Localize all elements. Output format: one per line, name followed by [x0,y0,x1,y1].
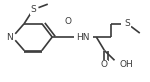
Text: N: N [6,33,12,42]
Text: O: O [101,60,108,69]
Text: S: S [124,19,130,28]
Text: HN: HN [76,33,90,42]
Text: O: O [65,17,72,26]
Text: OH: OH [119,60,133,69]
Text: S: S [30,5,36,14]
